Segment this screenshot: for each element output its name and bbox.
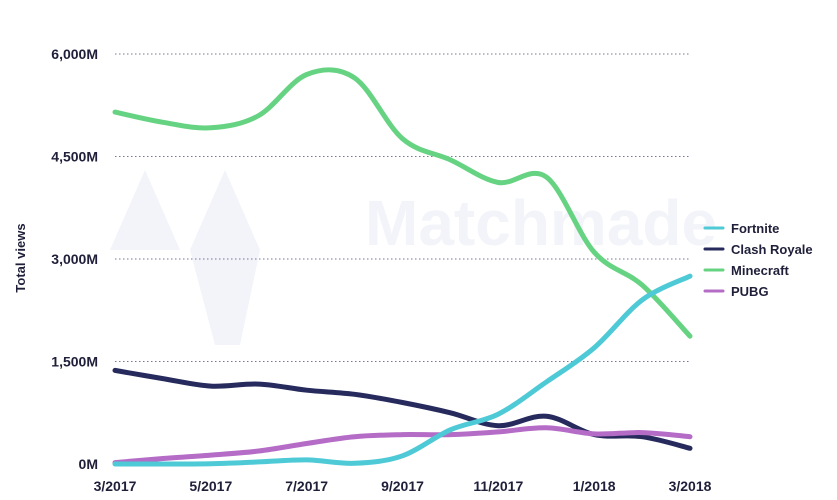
- series-lines: [112, 67, 693, 467]
- y-axis-ticks: 0M 1,500M 3,000M 4,500M 6,000M: [51, 46, 98, 472]
- x-tick-label: 11/2017: [473, 478, 523, 494]
- y-tick-label: 0M: [79, 456, 98, 472]
- watermark: Matchmade: [110, 170, 717, 345]
- pubg-legend-label: PUBG: [731, 284, 769, 299]
- legend: Fortnite Clash Royale Minecraft PUBG: [703, 221, 813, 299]
- x-tick-label: 5/2017: [189, 478, 232, 494]
- watermark-text: Matchmade: [365, 187, 717, 259]
- x-tick-label: 3/2017: [94, 478, 137, 494]
- fortnite-legend-label: Fortnite: [731, 221, 779, 236]
- x-tick-label: 3/2018: [669, 478, 712, 494]
- clash-royale-legend-label: Clash Royale: [731, 242, 813, 257]
- watermark-logo-left: [110, 170, 180, 250]
- y-tick-label: 6,000M: [51, 46, 98, 62]
- x-axis-ticks: 3/2017 5/2017 7/2017 9/2017 11/2017 1/2018 3/2…: [94, 478, 712, 494]
- y-tick-label: 3,000M: [51, 251, 98, 267]
- y-tick-label: 1,500M: [51, 354, 98, 370]
- pubg-line: [112, 425, 693, 466]
- y-axis-label: Total views: [13, 223, 28, 292]
- watermark-logo-right: [190, 170, 260, 345]
- x-tick-label: 7/2017: [285, 478, 328, 494]
- x-tick-label: 9/2017: [381, 478, 424, 494]
- minecraft-line: [112, 67, 693, 339]
- minecraft-legend-label: Minecraft: [731, 263, 789, 278]
- x-tick-label: 1/2018: [573, 478, 616, 494]
- y-tick-label: 4,500M: [51, 149, 98, 165]
- fortnite-line: [112, 273, 693, 467]
